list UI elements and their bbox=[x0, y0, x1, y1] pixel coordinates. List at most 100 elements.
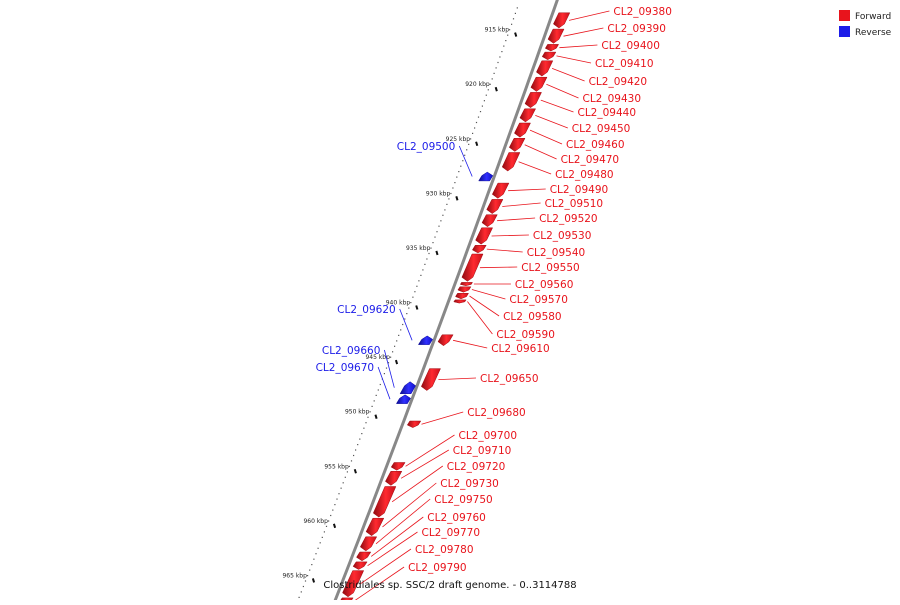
gene-feature-cl2-09390[interactable] bbox=[547, 28, 565, 44]
gene-label[interactable]: CL2_09780 bbox=[415, 544, 474, 556]
scale-dot bbox=[325, 525, 328, 527]
gene-label[interactable]: CL2_09560 bbox=[515, 279, 574, 291]
gene-feature-cl2-09510[interactable] bbox=[486, 199, 504, 214]
leader-line bbox=[556, 55, 592, 64]
gene-label[interactable]: CL2_09420 bbox=[589, 76, 648, 88]
gene-feature-cl2-09660[interactable] bbox=[399, 381, 416, 394]
gene-label[interactable]: CL2_09480 bbox=[555, 169, 614, 181]
scale-dot bbox=[434, 236, 436, 238]
leader-line bbox=[367, 531, 418, 567]
scale-dot bbox=[365, 422, 367, 424]
gene-label[interactable]: CL2_09410 bbox=[595, 58, 654, 70]
gene-label[interactable]: CL2_09580 bbox=[503, 311, 562, 323]
gene-label[interactable]: CL2_09700 bbox=[459, 430, 518, 442]
gene-feature-cl2-09730[interactable] bbox=[365, 517, 385, 537]
scale-dot bbox=[313, 558, 315, 560]
gene-label[interactable]: CL2_09470 bbox=[561, 154, 620, 166]
gene-label[interactable]: CL2_09530 bbox=[533, 230, 592, 242]
gene-label[interactable]: CL2_09760 bbox=[427, 512, 486, 524]
gene-label[interactable]: CL2_09510 bbox=[545, 198, 604, 210]
gene-label[interactable]: CL2_09520 bbox=[539, 213, 598, 225]
gene-label[interactable]: CL2_09590 bbox=[496, 329, 555, 341]
gene-label[interactable]: CL2_09460 bbox=[566, 139, 625, 151]
scale-dot bbox=[330, 514, 332, 517]
gene-feature-cl2-09520[interactable] bbox=[481, 214, 498, 228]
scale-dot bbox=[387, 362, 390, 364]
gene-feature-cl2-09720[interactable] bbox=[372, 486, 397, 518]
gene-feature-cl2-09560[interactable] bbox=[459, 282, 473, 286]
gene-label[interactable]: CL2_09650 bbox=[480, 373, 539, 385]
gene-feature-cl2-09680[interactable] bbox=[406, 420, 422, 428]
scale-tick bbox=[374, 414, 378, 419]
gene-feature-cl2-09490[interactable] bbox=[491, 182, 510, 199]
gene-feature-cl2-09580[interactable] bbox=[455, 293, 469, 300]
gene-feature-cl2-09620[interactable] bbox=[417, 335, 434, 345]
leader-line bbox=[540, 99, 574, 113]
gene-feature-cl2-09480[interactable] bbox=[501, 152, 521, 172]
gene-label[interactable]: CL2_09610 bbox=[491, 343, 550, 355]
gene-feature-cl2-09450[interactable] bbox=[519, 108, 537, 123]
gene-feature-cl2-09420[interactable] bbox=[536, 60, 554, 77]
gene-label[interactable]: CL2_09680 bbox=[467, 407, 526, 419]
leader-line bbox=[486, 248, 523, 253]
gene-label[interactable]: CL2_09770 bbox=[422, 527, 481, 539]
gene-label[interactable]: CL2_09440 bbox=[578, 107, 637, 119]
gene-label[interactable]: CL2_09450 bbox=[572, 123, 631, 135]
scale-dot bbox=[505, 40, 507, 42]
leader-line bbox=[529, 129, 563, 145]
gene-feature-cl2-09440[interactable] bbox=[524, 92, 542, 109]
gene-label[interactable]: CL2_09380 bbox=[613, 6, 672, 18]
gene-label[interactable]: CL2_09660 bbox=[322, 345, 381, 357]
gene-label[interactable]: CL2_09670 bbox=[316, 362, 375, 374]
gene-feature-cl2-09500[interactable] bbox=[478, 171, 494, 182]
scale-dot bbox=[315, 553, 317, 555]
scale-dot bbox=[340, 487, 342, 489]
gene-feature-cl2-09590[interactable] bbox=[453, 299, 467, 304]
gene-label[interactable]: CL2_09490 bbox=[550, 184, 609, 196]
gene-label[interactable]: CL2_09710 bbox=[453, 445, 512, 457]
scale-dot bbox=[383, 373, 385, 375]
gene-feature-cl2-09550[interactable] bbox=[461, 253, 484, 282]
gene-label[interactable]: CL2_09730 bbox=[440, 478, 499, 490]
gene-label[interactable]: CL2_09720 bbox=[447, 461, 506, 473]
gene-feature-cl2-09460[interactable] bbox=[514, 122, 531, 138]
gene-feature-cl2-09760[interactable] bbox=[356, 551, 372, 562]
scale-dot bbox=[328, 520, 330, 522]
gene-label[interactable]: CL2_09390 bbox=[607, 23, 666, 35]
scale-dot bbox=[410, 302, 412, 304]
gene-feature-cl2-09750[interactable] bbox=[359, 536, 378, 552]
gene-feature-cl2-09530[interactable] bbox=[475, 227, 493, 245]
gene-label[interactable]: CL2_09430 bbox=[583, 93, 642, 105]
gene-label[interactable]: CL2_09790 bbox=[408, 562, 467, 574]
scale-tick bbox=[494, 86, 498, 92]
scale-dot bbox=[493, 72, 495, 74]
legend-label-forward: Forward bbox=[855, 12, 891, 22]
legend: Forward Reverse bbox=[839, 10, 892, 38]
gene-feature-cl2-09650[interactable] bbox=[420, 368, 441, 391]
scale-tick-label: 920 kbp bbox=[465, 81, 490, 88]
gene-feature-cl2-09710[interactable] bbox=[385, 471, 403, 486]
gene-feature-cl2-09770[interactable] bbox=[352, 561, 368, 570]
gene-feature-cl2-09540[interactable] bbox=[472, 245, 487, 254]
gene-feature-cl2-09610[interactable] bbox=[437, 334, 454, 347]
leader-line bbox=[551, 68, 585, 82]
gene-label[interactable]: CL2_09400 bbox=[601, 40, 660, 52]
gene-label[interactable]: CL2_09550 bbox=[521, 262, 580, 274]
gene-feature-cl2-09470[interactable] bbox=[508, 138, 526, 152]
gene-label[interactable]: CL2_09620 bbox=[337, 304, 396, 316]
gene-feature-cl2-09380[interactable] bbox=[553, 12, 571, 29]
gene-feature-cl2-09430[interactable] bbox=[530, 76, 548, 92]
scale-dot bbox=[514, 12, 516, 14]
scale-tick bbox=[435, 250, 439, 256]
gene-feature-cl2-09670[interactable] bbox=[395, 394, 411, 404]
gene-label[interactable]: CL2_09570 bbox=[509, 294, 568, 306]
scale-dot bbox=[438, 225, 440, 227]
gene-label[interactable]: CL2_09500 bbox=[397, 141, 456, 153]
gene-label[interactable]: CL2_09750 bbox=[434, 494, 493, 506]
gene-feature-cl2-09410[interactable] bbox=[541, 51, 557, 60]
gene-feature-cl2-09700[interactable] bbox=[390, 462, 406, 471]
gene-label[interactable]: CL2_09540 bbox=[527, 247, 586, 259]
gene-feature-cl2-09570[interactable] bbox=[457, 286, 472, 293]
gene-feature-cl2-09780[interactable] bbox=[342, 570, 365, 598]
gene-feature-cl2-09400[interactable] bbox=[544, 44, 560, 52]
